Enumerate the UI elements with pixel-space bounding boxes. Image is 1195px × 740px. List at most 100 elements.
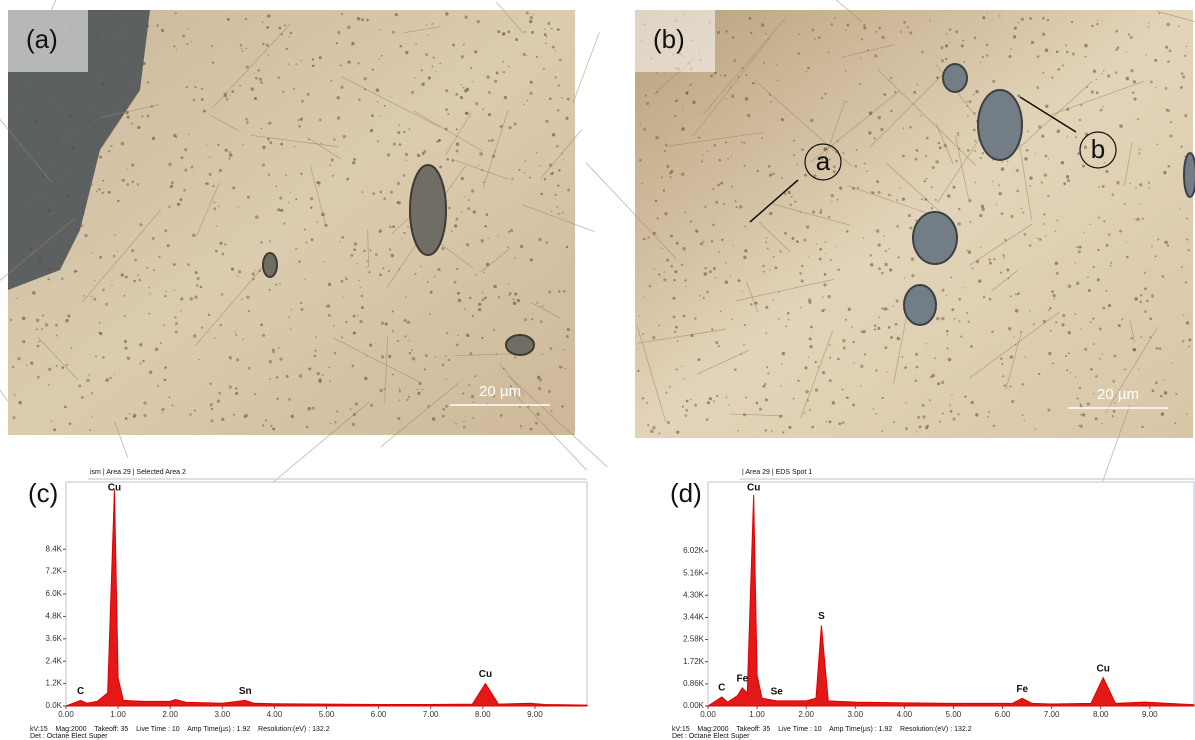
speck xyxy=(360,287,361,288)
speck xyxy=(411,349,413,351)
speck xyxy=(1164,379,1165,380)
speck xyxy=(1112,193,1115,196)
speck xyxy=(1132,91,1135,94)
speck xyxy=(544,28,546,30)
speck xyxy=(1067,136,1068,137)
speck xyxy=(837,358,840,361)
speck xyxy=(982,16,985,19)
speck xyxy=(733,59,736,62)
speck xyxy=(1024,233,1027,236)
speck xyxy=(241,48,243,50)
speck xyxy=(676,368,678,370)
speck xyxy=(153,269,155,271)
speck xyxy=(771,430,773,432)
speck xyxy=(1029,310,1031,312)
speck xyxy=(547,22,550,25)
speck xyxy=(885,250,887,252)
speck xyxy=(656,217,658,219)
speck xyxy=(195,271,198,274)
speck xyxy=(540,320,543,323)
speck xyxy=(48,267,51,270)
speck xyxy=(1116,181,1119,184)
speck xyxy=(730,275,731,276)
speck xyxy=(861,38,863,40)
speck xyxy=(949,404,951,406)
speck xyxy=(121,273,124,276)
speck xyxy=(121,113,123,115)
speck xyxy=(403,232,405,234)
speck xyxy=(549,97,552,100)
speck xyxy=(486,75,490,79)
speck xyxy=(1097,20,1098,21)
speck xyxy=(830,259,832,261)
speck xyxy=(755,302,758,305)
speck xyxy=(1106,244,1109,247)
speck xyxy=(851,326,853,328)
speck xyxy=(209,173,212,176)
speck xyxy=(18,401,22,405)
speck xyxy=(966,312,968,314)
speck xyxy=(800,212,801,213)
speck xyxy=(1084,44,1088,48)
speck xyxy=(1004,239,1006,241)
speck xyxy=(860,365,863,368)
speck xyxy=(196,284,199,287)
speck xyxy=(750,32,752,34)
speck xyxy=(929,399,931,401)
speck xyxy=(265,419,267,421)
speck xyxy=(70,127,73,130)
speck xyxy=(241,298,243,300)
speck xyxy=(17,298,18,299)
speck xyxy=(1079,246,1082,249)
speck xyxy=(665,392,667,394)
speck xyxy=(462,393,464,395)
speck xyxy=(989,262,992,265)
y-tick-label: 5.16K xyxy=(683,568,705,577)
speck xyxy=(190,297,193,300)
speck xyxy=(903,21,906,24)
speck xyxy=(545,241,548,244)
speck xyxy=(550,172,553,175)
speck xyxy=(99,332,102,335)
speck xyxy=(808,357,809,358)
speck xyxy=(10,319,12,321)
speck xyxy=(822,371,825,374)
speck xyxy=(319,56,322,59)
speck xyxy=(737,430,738,431)
speck xyxy=(981,205,984,208)
speck xyxy=(392,225,395,228)
speck xyxy=(1009,55,1012,58)
speck xyxy=(339,241,341,243)
speck xyxy=(482,181,484,183)
speck xyxy=(874,54,877,57)
speck xyxy=(819,211,822,214)
speck xyxy=(37,345,40,348)
speck xyxy=(48,368,51,371)
y-tick-label: 1.72K xyxy=(683,657,705,666)
speck xyxy=(1076,246,1078,248)
speck xyxy=(1008,278,1010,280)
speck xyxy=(1161,275,1164,278)
speck xyxy=(663,189,665,191)
speck xyxy=(715,341,718,344)
speck xyxy=(36,249,39,252)
speck xyxy=(1165,173,1166,174)
speck xyxy=(838,422,841,425)
speck xyxy=(442,415,445,418)
speck xyxy=(720,75,721,76)
speck xyxy=(456,268,458,270)
speck xyxy=(778,318,780,320)
peak-label: C xyxy=(77,686,84,697)
speck xyxy=(201,326,203,328)
speck xyxy=(833,165,836,168)
speck xyxy=(1110,262,1112,264)
speck xyxy=(1093,266,1095,268)
speck xyxy=(267,123,268,124)
speck xyxy=(363,250,365,252)
speck xyxy=(229,386,232,389)
speck xyxy=(224,93,228,97)
speck xyxy=(837,199,839,201)
speck xyxy=(860,385,861,386)
speck xyxy=(1093,393,1094,394)
speck xyxy=(685,286,686,287)
